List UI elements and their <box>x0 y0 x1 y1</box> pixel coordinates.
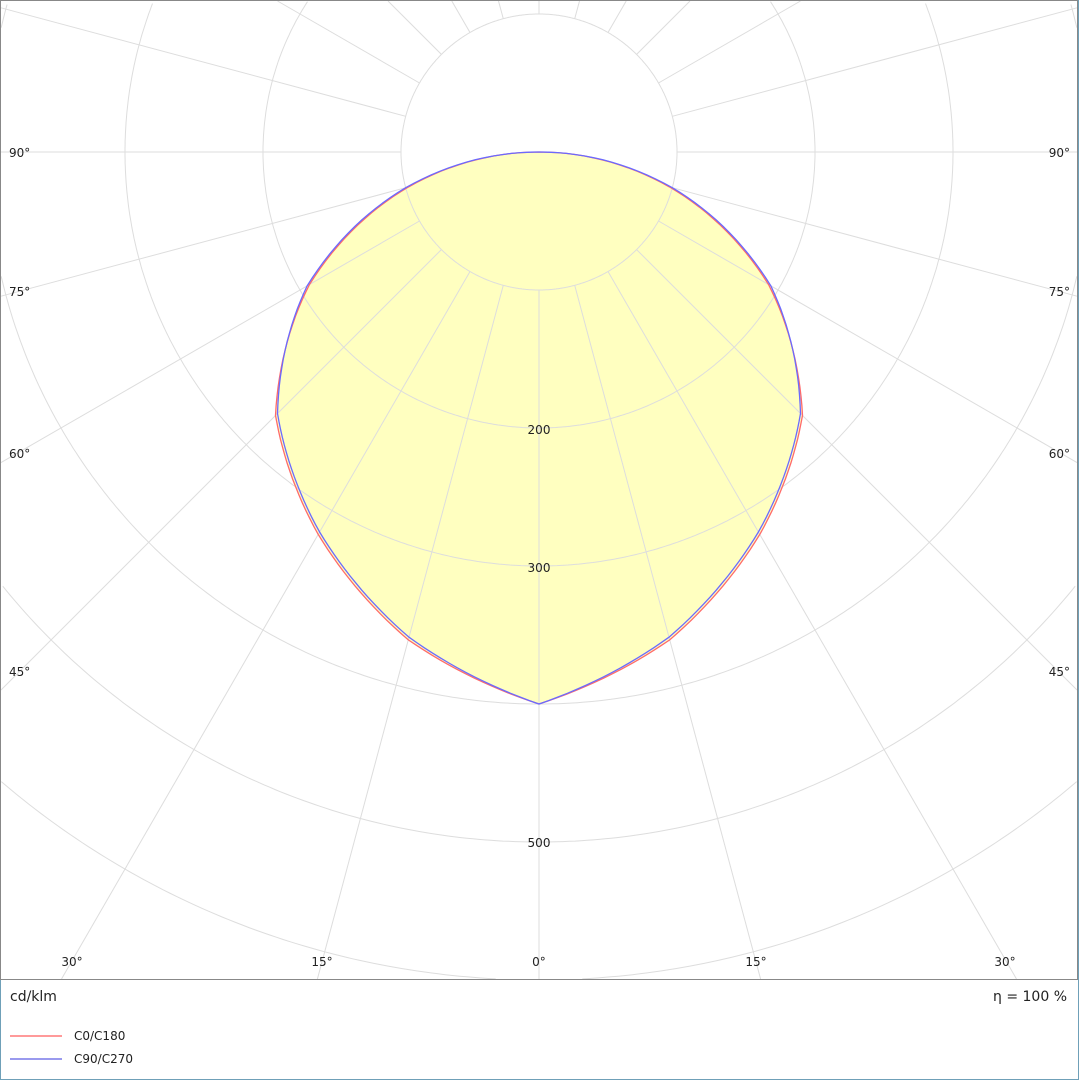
grid-radial-line <box>607 0 627 33</box>
radial-tick-label: 200 <box>528 423 551 437</box>
legend-swatch <box>10 1058 62 1060</box>
grid-radial-line <box>387 0 442 55</box>
unit-label: cd/klm <box>10 989 57 1005</box>
efficiency-label: η = 100 % <box>993 989 1067 1005</box>
grid-radial-line <box>672 187 1078 297</box>
series-curve-c90-c270 <box>276 151 802 705</box>
legend-item-c90: C90/C270 <box>10 1052 133 1066</box>
angle-label-bottom: 0° <box>532 955 546 969</box>
grid-radial-line <box>0 220 420 464</box>
grid-radial-line <box>574 0 580 19</box>
angle-label-left: 45° <box>9 665 30 679</box>
grid-radial-line <box>658 220 1078 464</box>
grid-radial-line <box>451 0 471 33</box>
angle-label-bottom: 30° <box>994 955 1015 969</box>
grid-radial-line <box>316 285 504 980</box>
angle-label-right: 75° <box>1049 285 1070 299</box>
grid-ring <box>2 585 1076 843</box>
angle-label-left: 60° <box>9 447 30 461</box>
grid-radial-line <box>61 271 471 980</box>
radial-tick-label: 300 <box>528 561 551 575</box>
radial-tick-label: 500 <box>528 836 551 850</box>
grid-radial-line <box>574 285 762 980</box>
grid-radial-line <box>0 7 406 117</box>
plot-border <box>0 0 1078 980</box>
grid-ring <box>0 4 1078 705</box>
angle-label-right: 60° <box>1049 447 1070 461</box>
grid-radial-line <box>498 0 504 19</box>
grid-radial-line <box>607 271 1017 980</box>
grid-radial-line <box>0 249 442 691</box>
grid-radial-line <box>658 0 801 84</box>
grid-radial-line <box>277 0 420 84</box>
angle-label-left: 90° <box>9 146 30 160</box>
legend-item-c0: C0/C180 <box>10 1029 125 1043</box>
grid-radial-line <box>0 187 406 297</box>
angle-label-bottom: 30° <box>61 955 82 969</box>
legend-label: C90/C270 <box>74 1052 133 1066</box>
grid-ring <box>124 3 954 567</box>
angle-label-bottom: 15° <box>311 955 332 969</box>
legend-label: C0/C180 <box>74 1029 126 1043</box>
angle-label-bottom: 15° <box>745 955 766 969</box>
grid-ring <box>262 1 816 429</box>
grid-ring <box>0 781 1078 980</box>
angle-label-right: 45° <box>1049 665 1070 679</box>
grid-radial-line <box>636 249 1078 691</box>
grid-radial-line <box>672 7 1078 117</box>
legend-swatch <box>10 1035 62 1037</box>
polar-chart: 200 300 500 90° 90° 75° 75° 60° 60° 45° 45° 30° 15° 0… <box>0 0 1078 980</box>
angle-label-left: 75° <box>9 285 30 299</box>
angle-label-right: 90° <box>1049 146 1070 160</box>
grid-radial-line <box>636 0 691 55</box>
